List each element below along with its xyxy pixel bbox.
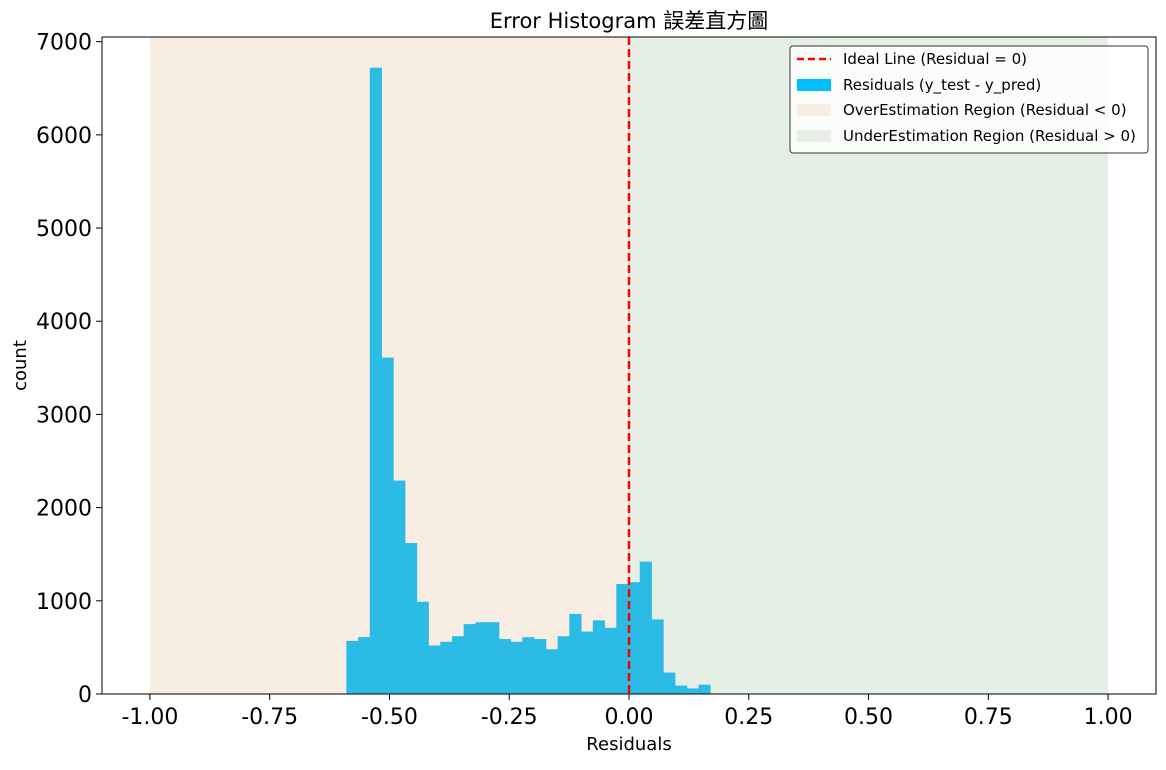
y-tick-label: 4000 (36, 310, 92, 335)
y-tick-label: 3000 (36, 403, 92, 428)
histogram-bar (510, 641, 523, 694)
histogram-bar (416, 601, 429, 694)
x-tick-label: -0.50 (361, 705, 418, 730)
y-axis-ticks: 0 1000 2000 3000 4000 5000 6000 7000 (36, 31, 102, 708)
histogram-bar (475, 622, 488, 694)
legend-residuals-label: Residuals (y_test - y_pred) (843, 76, 1041, 95)
x-tick-label: 0.00 (605, 705, 654, 730)
x-tick-label: 0.50 (844, 705, 893, 730)
histogram-bar (428, 645, 441, 694)
histogram-bar (698, 684, 711, 694)
x-axis-ticks: -1.00 -0.75 -0.50 -0.25 0.00 0.25 0.50 0.75 1.00 (121, 694, 1133, 730)
histogram-bar (440, 641, 453, 694)
legend-underestimation-label: UnderEstimation Region (Residual > 0) (843, 127, 1136, 145)
y-axis-label: count (10, 340, 31, 391)
y-tick-label: 2000 (36, 497, 92, 522)
histogram-bar (451, 636, 465, 694)
legend-overestimation-swatch (797, 104, 831, 116)
histogram-bar (592, 620, 605, 694)
histogram-bar (522, 637, 535, 694)
chart-title: Error Histogram 誤差直方圖 (490, 9, 768, 33)
histogram-bar (405, 543, 418, 694)
histogram-bar (651, 619, 664, 694)
legend-box (789, 45, 1149, 154)
histogram-bar (674, 685, 688, 694)
legend-overestimation-label: OverEstimation Region (Residual < 0) (843, 101, 1127, 119)
histogram-bar (616, 584, 629, 694)
histogram-bar (487, 622, 500, 694)
y-tick-label: 6000 (36, 124, 92, 149)
histogram-bar (393, 480, 406, 694)
histogram-bar (581, 631, 594, 694)
histogram-bar (604, 627, 617, 694)
histogram-bar (639, 561, 652, 694)
histogram-bar (463, 624, 476, 694)
legend-underestimation-swatch (797, 130, 831, 142)
y-tick-label: 7000 (36, 31, 92, 56)
histogram-bar (381, 357, 394, 694)
histogram-bar (369, 67, 382, 695)
x-tick-label: -0.75 (241, 705, 298, 730)
histogram-bar (545, 649, 559, 694)
x-tick-label: 0.75 (964, 705, 1013, 730)
x-tick-label: -1.00 (121, 705, 178, 730)
legend: Ideal Line (Residual = 0) Residuals (y_t… (789, 45, 1149, 154)
y-tick-label: 0 (78, 683, 92, 708)
histogram-bar (557, 636, 570, 694)
y-tick-label: 1000 (36, 590, 92, 615)
bars-layer (346, 67, 711, 695)
histogram-bar (346, 640, 359, 694)
histogram-bar (569, 613, 582, 694)
x-axis-label: Residuals (586, 734, 671, 755)
histogram-bar (498, 639, 512, 694)
y-tick-label: 5000 (36, 217, 92, 242)
legend-ideal-line-label: Ideal Line (Residual = 0) (843, 50, 1027, 68)
histogram-bar (686, 688, 699, 694)
legend-residuals-swatch (797, 79, 831, 91)
histogram-bar (628, 582, 641, 694)
x-tick-label: -0.25 (481, 705, 538, 730)
histogram-bar (663, 672, 676, 694)
histogram-bar (534, 639, 547, 694)
x-tick-label: 1.00 (1084, 705, 1133, 730)
x-tick-label: 0.25 (724, 705, 773, 730)
histogram-bar (358, 637, 371, 694)
